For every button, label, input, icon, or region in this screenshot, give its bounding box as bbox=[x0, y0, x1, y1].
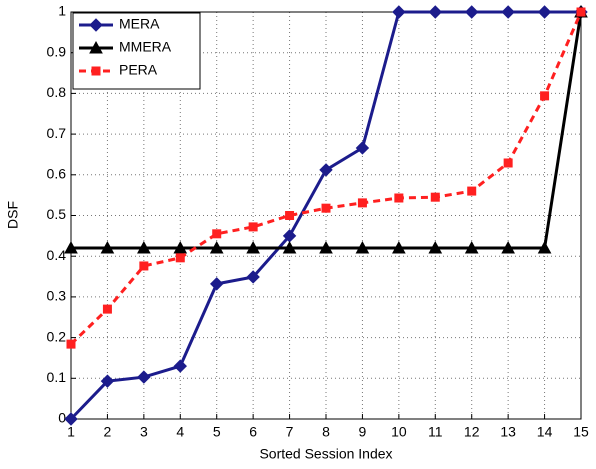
y-tick-label: 0.1 bbox=[47, 369, 67, 385]
point-marker bbox=[102, 304, 112, 314]
point-marker bbox=[430, 192, 440, 202]
y-tick-label: 0.9 bbox=[47, 43, 67, 59]
legend-label: MMERA bbox=[119, 39, 172, 55]
point-marker bbox=[175, 253, 185, 263]
point-marker bbox=[173, 359, 187, 373]
y-tick-label: 1 bbox=[58, 3, 66, 19]
x-tick-label: 12 bbox=[464, 424, 480, 440]
x-axis-label: Sorted Session Index bbox=[259, 446, 392, 462]
x-tick-label: 11 bbox=[428, 424, 443, 440]
legend-marker bbox=[89, 18, 103, 32]
point-marker bbox=[501, 241, 515, 254]
plot-frame bbox=[70, 11, 582, 420]
x-tick-label: 2 bbox=[104, 424, 112, 440]
point-marker bbox=[100, 241, 115, 254]
x-tick-label: 6 bbox=[249, 424, 257, 440]
point-marker bbox=[392, 5, 406, 19]
legend-label: MERA bbox=[119, 16, 160, 32]
point-marker bbox=[319, 241, 333, 254]
point-marker bbox=[100, 374, 115, 388]
y-tick-label: 0.7 bbox=[47, 125, 67, 141]
point-marker bbox=[392, 241, 406, 254]
x-tick-label: 5 bbox=[213, 424, 221, 440]
x-tick-label: 15 bbox=[573, 424, 589, 440]
y-tick-label: 0.8 bbox=[47, 84, 67, 100]
point-marker bbox=[285, 211, 295, 220]
point-marker bbox=[501, 5, 515, 19]
x-tick-label: 13 bbox=[500, 424, 516, 440]
legend-marker bbox=[89, 40, 103, 54]
point-marker bbox=[319, 163, 333, 177]
y-tick-label: 0.3 bbox=[47, 288, 67, 304]
x-tick-label: 9 bbox=[359, 424, 367, 440]
point-marker bbox=[64, 241, 78, 254]
point-marker bbox=[394, 193, 404, 203]
point-marker bbox=[210, 277, 224, 291]
point-marker bbox=[137, 241, 151, 254]
x-tick-label: 14 bbox=[537, 424, 553, 440]
y-axis-label: DSF bbox=[5, 201, 21, 229]
x-tick-label: 1 bbox=[67, 424, 75, 440]
point-marker bbox=[355, 141, 370, 155]
point-marker bbox=[464, 241, 479, 254]
point-marker bbox=[503, 158, 513, 168]
point-marker bbox=[467, 186, 477, 196]
y-tick-label: 0 bbox=[58, 410, 66, 426]
y-tick-label: 0.6 bbox=[47, 166, 67, 182]
point-marker bbox=[137, 370, 151, 384]
point-marker bbox=[428, 241, 443, 254]
point-marker bbox=[428, 5, 442, 19]
point-marker bbox=[537, 5, 552, 19]
point-marker bbox=[209, 241, 224, 254]
x-tick-label: 4 bbox=[176, 424, 184, 440]
point-marker bbox=[357, 198, 367, 208]
y-tick-label: 0.2 bbox=[47, 328, 67, 344]
point-marker bbox=[246, 270, 260, 284]
legend-label: PERA bbox=[119, 62, 158, 78]
legend-marker bbox=[91, 66, 101, 76]
point-marker bbox=[537, 241, 552, 254]
x-tick-label: 3 bbox=[140, 424, 148, 440]
point-marker bbox=[576, 7, 586, 17]
x-tick-label: 10 bbox=[391, 424, 407, 440]
point-marker bbox=[173, 241, 188, 254]
point-marker bbox=[355, 241, 370, 254]
point-marker bbox=[321, 203, 331, 213]
point-marker bbox=[465, 5, 479, 19]
point-marker bbox=[248, 222, 258, 232]
point-marker bbox=[246, 241, 260, 254]
point-marker bbox=[212, 229, 222, 239]
y-tick-label: 0.5 bbox=[47, 206, 67, 222]
point-marker bbox=[64, 412, 78, 426]
x-tick-label: 7 bbox=[286, 424, 294, 440]
point-marker bbox=[139, 261, 149, 271]
point-marker bbox=[66, 339, 76, 349]
point-marker bbox=[282, 241, 297, 254]
x-tick-label: 8 bbox=[322, 424, 330, 440]
point-marker bbox=[540, 91, 550, 101]
y-tick-label: 0.4 bbox=[47, 247, 67, 263]
